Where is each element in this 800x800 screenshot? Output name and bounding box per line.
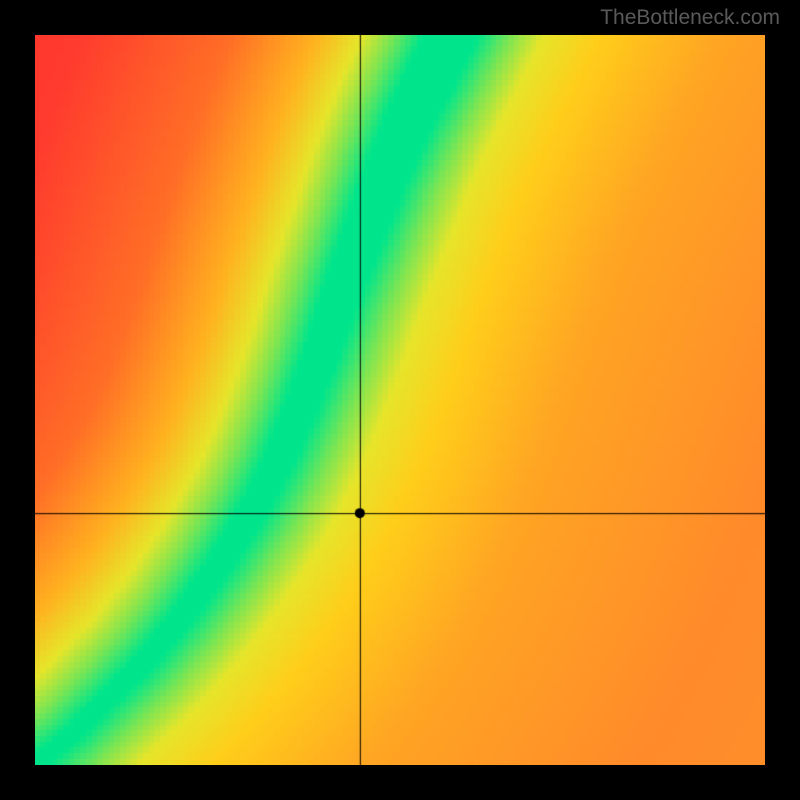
heatmap-canvas	[35, 35, 765, 765]
watermark-text: TheBottleneck.com	[600, 6, 780, 30]
chart-container: { "watermark": { "text": "TheBottleneck.…	[0, 0, 800, 800]
